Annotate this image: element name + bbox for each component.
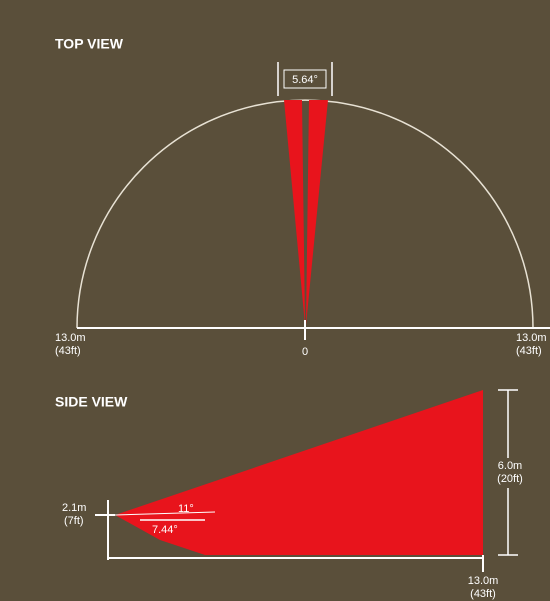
right-imperial: (43ft)	[516, 345, 542, 357]
range-height-imperial: (20ft)	[497, 473, 523, 485]
mount-height-imperial: (7ft)	[64, 515, 84, 527]
right-distance: 13.0m	[516, 332, 547, 344]
side-coverage	[115, 390, 483, 555]
range-height-distance: 6.0m	[498, 460, 522, 472]
range-length-distance: 13.0m	[468, 575, 499, 587]
label-backdrop	[491, 458, 529, 488]
lower-angle: 7.44°	[152, 524, 178, 536]
beam-left	[284, 100, 305, 325]
beam-right	[306, 100, 328, 325]
coverage-arc	[76, 99, 534, 329]
side-view-title: SIDE VIEW	[55, 394, 128, 410]
left-distance: 13.0m	[55, 332, 86, 344]
angle-line	[114, 511, 216, 516]
mount-height-distance: 2.1m	[62, 502, 86, 514]
range-length-imperial: (43ft)	[470, 588, 496, 600]
top-view-title: TOP VIEW	[55, 36, 124, 52]
angle-box	[283, 69, 327, 89]
left-imperial: (43ft)	[55, 345, 81, 357]
angle-label: 5.64°	[292, 74, 318, 86]
upper-angle: 11°	[178, 503, 194, 515]
center-label: 0	[302, 346, 308, 358]
